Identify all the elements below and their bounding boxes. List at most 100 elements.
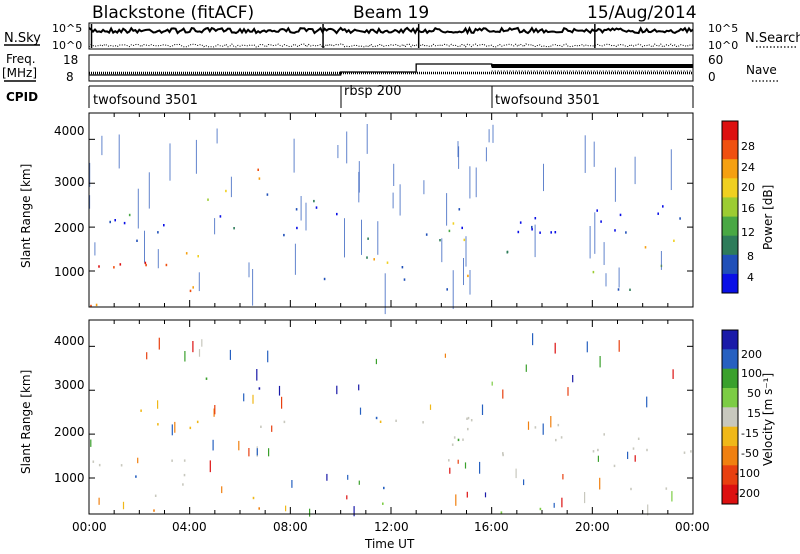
vel-cbar-tick-minus15: -15	[741, 427, 759, 440]
velocity-streak	[562, 474, 564, 480]
power-streak	[670, 149, 672, 191]
x-axis: 00:00 04:00 08:00 12:00 16:00 20:00 00:0…	[72, 520, 710, 551]
power-cell	[619, 213, 622, 217]
power-cell	[144, 261, 147, 265]
velocity-streak	[647, 504, 649, 516]
velocity-cell	[382, 502, 384, 505]
power-cell	[225, 189, 227, 193]
power-cell	[165, 263, 168, 267]
velocity-cell	[379, 420, 382, 423]
power-cell	[539, 231, 541, 234]
power-streak	[634, 156, 636, 185]
power-cell	[617, 288, 620, 291]
n-search-label: N.Search	[745, 31, 800, 46]
power-streak	[457, 141, 459, 158]
power-streak	[248, 262, 250, 278]
power-streak	[198, 272, 200, 292]
power-cell	[534, 217, 537, 220]
power-cell	[114, 219, 116, 222]
velocity-streak	[201, 339, 203, 347]
vel-cbar-tick-200: 200	[741, 348, 762, 361]
power-cell	[550, 231, 552, 234]
noise-right-tick-top: 10^5	[708, 22, 738, 35]
n-search-trace	[88, 43, 694, 48]
power-streak	[423, 180, 425, 195]
velocity-cell	[603, 433, 605, 436]
velocity-streak	[532, 333, 534, 346]
velocity-cell	[98, 463, 101, 467]
velocity-streak	[634, 455, 636, 462]
velocity-streak	[586, 341, 588, 353]
velocity-cell	[171, 459, 173, 462]
power-streak	[392, 192, 394, 209]
velocity-streak	[309, 508, 311, 517]
power-streak	[300, 196, 302, 221]
velocity-streak	[358, 480, 360, 485]
velocity-streak	[192, 341, 194, 353]
velocity-streak	[481, 404, 484, 415]
velocity-streak	[671, 491, 673, 502]
power-streak	[195, 139, 197, 174]
power-streak	[337, 145, 339, 159]
power-ytick-1000: 1000	[54, 265, 85, 279]
velocity-streak	[212, 439, 214, 451]
power-cell	[313, 199, 315, 203]
velocity-streak	[214, 405, 216, 415]
velocity-streak	[449, 467, 451, 474]
power-cell	[257, 168, 259, 171]
velocity-streak	[347, 474, 349, 480]
power-cell	[625, 231, 627, 234]
velocity-streak	[627, 451, 629, 460]
velocity-cell	[260, 425, 262, 428]
power-streak	[660, 251, 662, 270]
velocity-cell	[690, 450, 692, 453]
vel-cbar-swatch	[722, 407, 738, 428]
power-cell	[403, 278, 406, 281]
power-cell	[531, 225, 533, 229]
power-streak	[446, 193, 448, 226]
velocity-streak	[98, 497, 100, 505]
power-cell	[185, 252, 188, 255]
vel-cbar-tick-minus50: -50	[741, 447, 759, 460]
velocity-cell	[140, 409, 142, 412]
cpid-label: CPID	[6, 90, 38, 104]
noise-panel: N.Sky 10^5 10^0 10^5 10^0 N.Search	[4, 22, 800, 52]
velocity-streak	[561, 497, 563, 508]
velocity-streak	[238, 440, 240, 451]
velocity-streak	[527, 421, 530, 430]
power-cell	[629, 288, 631, 291]
power-streak	[469, 270, 471, 295]
velocity-cell	[500, 511, 503, 514]
power-streak	[344, 218, 345, 258]
power-streak	[137, 188, 139, 229]
velocity-streak	[523, 479, 525, 486]
velocity-cell	[457, 438, 460, 442]
power-cell	[531, 228, 533, 231]
velocity-cell	[451, 443, 454, 446]
power-streak	[605, 273, 607, 287]
noise-left-tick-top: 10^5	[52, 22, 82, 35]
velocity-streak	[353, 506, 355, 517]
velocity-panel: 4000 3000 2000 1000 Slant Range [km]	[19, 319, 694, 517]
power-cell	[207, 198, 209, 201]
velocity-cell	[154, 494, 157, 497]
power-cell	[600, 220, 602, 223]
velocity-streak	[229, 349, 231, 360]
vel-cbar-tick-100: 100	[741, 367, 762, 380]
power-cell	[323, 277, 326, 281]
velocity-streak	[171, 424, 173, 436]
power-streak	[294, 243, 296, 275]
date-label: 15/Aug/2014	[587, 3, 697, 23]
vel-cbar-swatch	[722, 330, 738, 350]
power-cell	[296, 226, 298, 230]
velocity-cell	[597, 448, 599, 452]
velocity-cell	[453, 436, 456, 439]
velocity-streak	[525, 364, 527, 372]
velocity-streak	[213, 408, 215, 417]
velocity-cell	[466, 417, 468, 420]
power-cell	[592, 270, 595, 274]
xtick-0400: 04:00	[172, 520, 207, 534]
vel-ylabel: Slant Range [km]	[19, 370, 33, 474]
power-cell	[266, 193, 269, 196]
velocity-cell	[120, 464, 123, 467]
